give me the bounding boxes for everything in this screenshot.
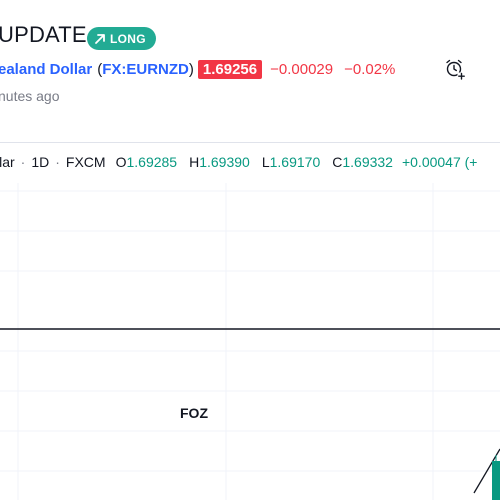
foz-annotation[interactable]: FOZ: [180, 405, 208, 421]
chart-area[interactable]: llar · 1D · FXCM O 1.69285 H 1.69390 L 1…: [0, 143, 500, 500]
legend-separator: ·: [20, 154, 26, 170]
price-change-percent: −0.02%: [344, 60, 396, 78]
alarm-clock-plus-icon[interactable]: [444, 58, 466, 80]
long-badge: LONG: [87, 27, 156, 50]
published-time: nutes ago: [0, 88, 60, 104]
idea-header: UPDATE LONG ealand Dollar ( FX:EURNZD ) …: [0, 0, 500, 142]
legend-close-label: C: [332, 154, 343, 170]
legend-close-value: 1.69332: [342, 154, 393, 170]
symbol-paren-close: ): [188, 60, 194, 78]
arrow-up-right-icon: [95, 33, 105, 44]
badge-label: LONG: [110, 31, 146, 46]
legend-interval[interactable]: 1D: [31, 154, 50, 170]
symbol-ticker-link[interactable]: FX:EURNZD: [102, 60, 189, 78]
legend-source: FXCM: [65, 154, 106, 170]
legend-open-label: O: [115, 154, 127, 170]
legend-open-value: 1.69285: [126, 154, 178, 170]
candle-body[interactable]: [492, 461, 500, 500]
symbol-paren-open: (: [97, 60, 103, 78]
legend-low-label: L: [261, 154, 270, 170]
price-change: −0.00029: [270, 60, 334, 78]
legend-high-value: 1.69390: [199, 154, 250, 170]
symbol-name-link[interactable]: ealand Dollar: [0, 60, 93, 78]
grid-lines: [0, 183, 500, 500]
legend-low-value: 1.69170: [269, 154, 321, 170]
legend-change: +0.00047 (+: [401, 154, 478, 170]
header-divider: [0, 142, 500, 143]
chart-canvas[interactable]: [0, 143, 500, 500]
legend-separator: ·: [55, 154, 60, 170]
price-badge: 1.69256: [197, 59, 263, 79]
symbol-row: ealand Dollar ( FX:EURNZD ) 1.69256 −0.0…: [0, 58, 395, 80]
chart-legend: llar · 1D · FXCM O 1.69285 H 1.69390 L 1…: [0, 154, 477, 170]
idea-title: UPDATE: [0, 22, 87, 47]
legend-high-label: H: [189, 154, 200, 170]
legend-symbol[interactable]: llar: [0, 154, 15, 170]
